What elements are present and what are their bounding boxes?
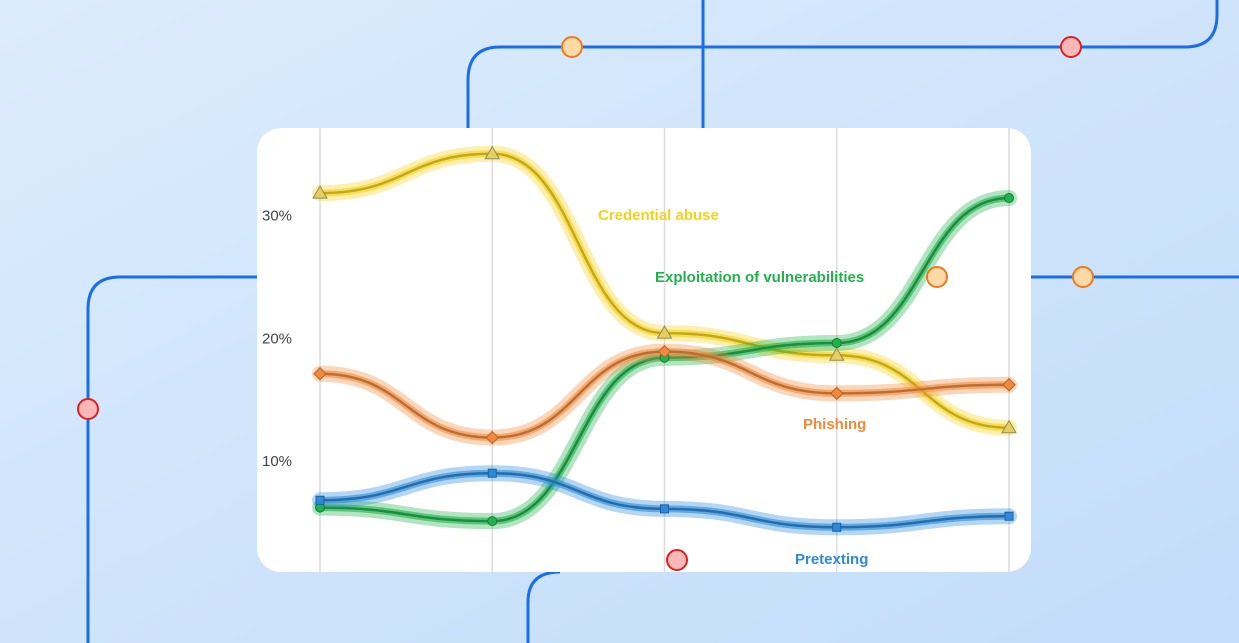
decor-dot (1060, 36, 1082, 58)
marker (1002, 378, 1016, 392)
series-label: Credential abuse (598, 207, 719, 224)
marker (1004, 511, 1014, 521)
marker (1004, 193, 1014, 204)
marker (656, 325, 673, 339)
y-tick-label: 10% (262, 453, 292, 470)
marker (660, 504, 669, 514)
marker (487, 516, 498, 527)
decor-line (526, 570, 561, 643)
series-line (319, 350, 1010, 439)
decor-dot (1072, 266, 1094, 288)
marker (315, 495, 325, 505)
decor-dot (561, 36, 583, 58)
decor-lines (86, 0, 1239, 643)
series-label: Phishing (803, 416, 866, 433)
marker (484, 145, 501, 160)
marker (485, 430, 499, 445)
marker (1001, 419, 1017, 434)
marker (830, 386, 844, 401)
marker (312, 185, 328, 199)
marker (832, 522, 842, 532)
series-label: Exploitation of vulnerabilities (655, 269, 864, 286)
decor-dot (77, 398, 99, 420)
decor-dot (666, 549, 688, 571)
series-line (319, 152, 1010, 430)
decor-line (466, 0, 1219, 130)
decor-dot (926, 266, 948, 288)
decor-line (86, 275, 258, 643)
series-label: Pretexting (795, 551, 868, 568)
marker (313, 367, 327, 381)
marker (828, 347, 845, 361)
marker (657, 344, 672, 359)
y-tick-label: 20% (262, 330, 292, 347)
marker (487, 468, 497, 478)
plot: 10% 20% 30% Credential abuse Exploitation of… (262, 128, 1017, 572)
y-tick-label: 30% (262, 207, 292, 224)
marker (831, 337, 842, 348)
